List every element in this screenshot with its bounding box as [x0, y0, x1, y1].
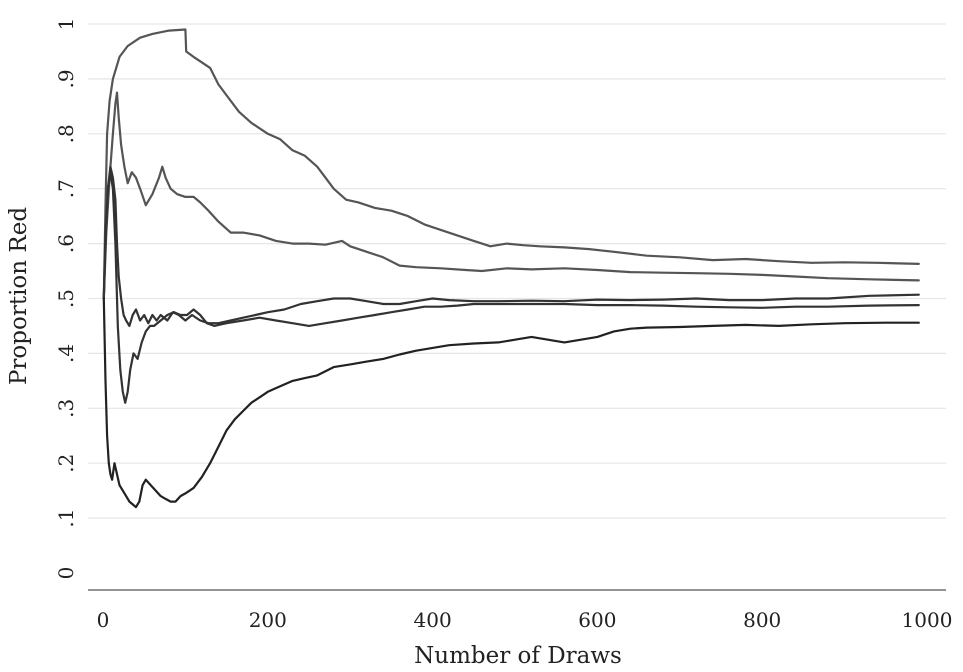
y-tick-label: .1 [54, 509, 78, 528]
y-tick-label: .2 [54, 454, 78, 473]
x-tick-label: 1000 [902, 608, 953, 632]
x-axis-title: Number of Draws [414, 643, 622, 669]
x-tick-label: 600 [578, 608, 616, 632]
y-axis-ticks: 0 .1 .2 .3 .4 .5 .6 .7 .8 .9 1 [54, 18, 78, 580]
x-tick-label: 0 [97, 608, 110, 632]
series-line-4 [102, 171, 920, 404]
series-line-2 [102, 91, 920, 300]
y-tick-label: .6 [54, 234, 78, 253]
y-tick-label: .3 [54, 399, 78, 418]
x-tick-label: 400 [414, 608, 452, 632]
x-tick-label: 800 [743, 608, 781, 632]
y-axis-title: Proportion Red [6, 207, 32, 385]
x-tick-label: 200 [249, 608, 287, 632]
grid-lines [88, 23, 946, 519]
series-line-3 [102, 165, 920, 327]
y-tick-label: 1 [54, 18, 78, 31]
series-lines [102, 28, 920, 509]
series-line-5 [102, 297, 920, 509]
y-tick-label: .9 [54, 69, 78, 88]
y-tick-label: .7 [54, 179, 78, 198]
x-axis-ticks: 0 200 400 600 800 1000 [97, 608, 953, 632]
y-tick-label: .5 [54, 289, 78, 308]
y-tick-label: 0 [54, 567, 78, 580]
y-tick-label: .4 [54, 344, 78, 363]
series-line-1 [102, 28, 920, 300]
y-tick-label: .8 [54, 124, 78, 143]
